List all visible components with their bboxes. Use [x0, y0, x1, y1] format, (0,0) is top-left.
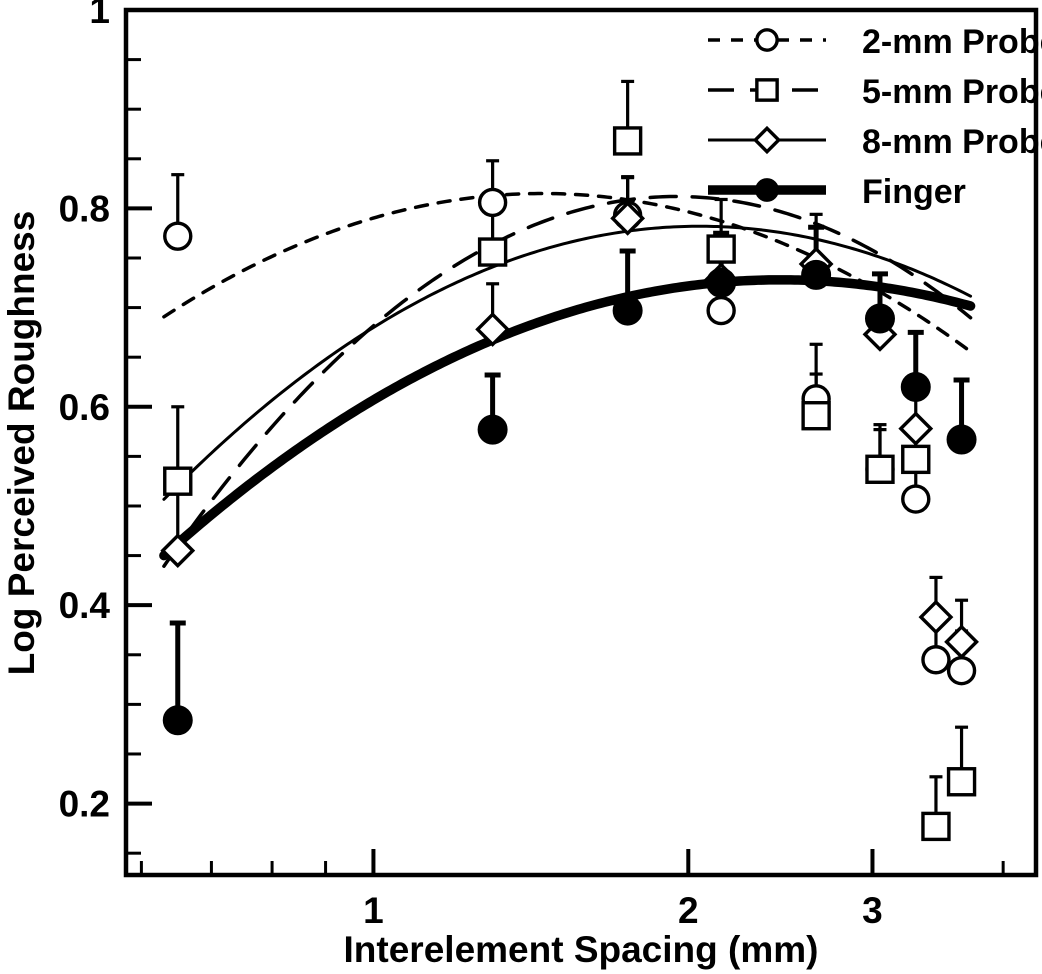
- fit-curve-5-mm-probe: [162, 194, 973, 568]
- marker-filled-circle: [612, 295, 643, 326]
- marker-filled-circle: [706, 267, 737, 298]
- marker-open-circle: [163, 221, 193, 251]
- marker-open-square: [921, 811, 951, 842]
- y-axis-title: Log Perceived Roughness: [1, 211, 42, 676]
- marker-open-circle: [921, 645, 951, 675]
- marker-open-diamond: [160, 533, 196, 569]
- marker-open-circle: [946, 655, 977, 686]
- marker-open-square: [946, 767, 977, 797]
- marker-filled-circle: [864, 303, 895, 334]
- y-axis-tick-labels: 0.2 0.4 0.6 0.8 1: [59, 0, 111, 825]
- marker-open-circle: [706, 295, 736, 326]
- marker-open-square: [477, 237, 508, 267]
- marker-open-square: [865, 454, 895, 484]
- marker-open-diamond: [918, 599, 954, 635]
- marker-open-circle: [477, 187, 508, 218]
- marker-open-circle: [755, 28, 779, 52]
- marker-open-square: [755, 78, 779, 102]
- series-5-mm-probe: [163, 126, 977, 842]
- legend-label: 5-mm Probe: [862, 73, 1042, 111]
- legend-item-5-mm-probe: 5-mm Probe: [708, 73, 1042, 111]
- x-tick-label: 2: [678, 890, 699, 931]
- chart-legend: 2-mm Probe 5-mm Probe 8-mm Probe Finger: [708, 23, 1042, 211]
- y-axis-ticks: [126, 8, 152, 855]
- marker-open-diamond: [898, 411, 934, 447]
- series-finger: [162, 259, 977, 736]
- marker-open-diamond: [475, 312, 511, 347]
- y-tick-label: 0.8: [59, 188, 110, 229]
- series-markers: [160, 126, 979, 842]
- marker-open-square: [801, 401, 831, 431]
- legend-label: 2-mm Probe: [862, 23, 1042, 61]
- marker-open-square: [163, 466, 193, 496]
- marker-open-circle: [901, 484, 931, 514]
- legend-item-finger: Finger: [708, 173, 966, 211]
- legend-label: Finger: [862, 173, 966, 211]
- marker-open-square: [612, 126, 643, 156]
- legend-item-8-mm-probe: 8-mm Probe: [708, 123, 1042, 161]
- marker-filled-circle: [162, 705, 193, 736]
- y-tick-label: 0.4: [59, 585, 111, 626]
- fit-curve-8-mm-probe: [162, 224, 973, 501]
- marker-open-diamond: [610, 200, 646, 236]
- marker-open-diamond: [752, 125, 782, 155]
- legend-item-2-mm-probe: 2-mm Probe: [708, 23, 1042, 61]
- x-tick-label: 3: [862, 890, 883, 931]
- error-bar: [169, 620, 186, 721]
- marker-open-square: [901, 444, 931, 475]
- y-tick-label: 0.6: [59, 387, 110, 428]
- x-axis-ticks: [139, 849, 1005, 875]
- x-axis-title: Interelement Spacing (mm): [344, 929, 819, 970]
- fit-curve-finger: [159, 275, 976, 561]
- marker-open-diamond: [944, 624, 979, 660]
- legend-label: 8-mm Probe: [862, 123, 1042, 161]
- plot-frame: [123, 7, 1039, 878]
- x-axis-tick-labels: 1 2 3: [363, 890, 883, 931]
- y-tick-label: 0.2: [59, 784, 110, 825]
- marker-filled-circle: [900, 371, 931, 402]
- marker-filled-circle: [801, 259, 832, 290]
- marker-filled-circle: [755, 178, 779, 202]
- series-fit-curves: [159, 191, 976, 568]
- marker-open-square: [706, 234, 736, 264]
- marker-filled-circle: [477, 414, 508, 445]
- x-tick-label: 1: [363, 890, 384, 931]
- marker-filled-circle: [946, 424, 977, 455]
- y-tick-label: 1: [89, 0, 110, 31]
